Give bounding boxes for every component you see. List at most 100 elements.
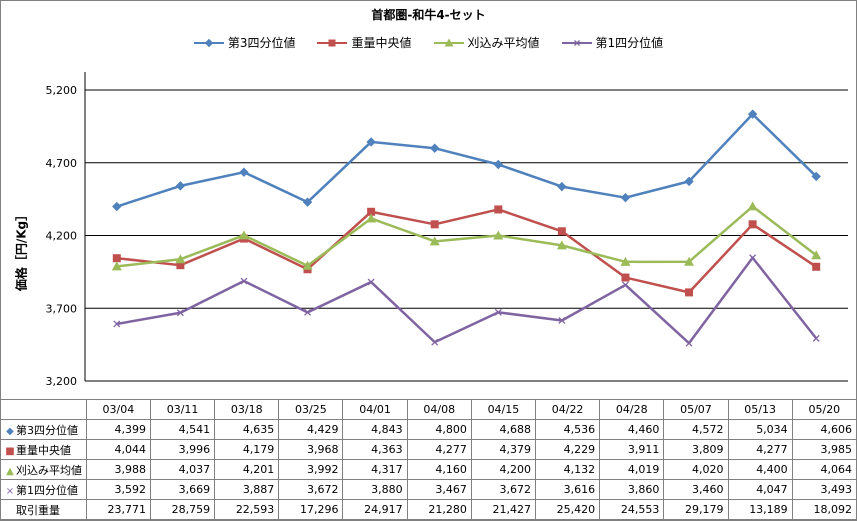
data-label: 3,968 <box>278 439 344 460</box>
data-point <box>367 207 376 216</box>
data-label: 4,606 <box>791 419 857 440</box>
x-tick-label: 04/01 <box>342 399 408 420</box>
data-label: 3,911 <box>599 439 665 460</box>
data-point <box>812 334 820 342</box>
series-3 <box>111 201 822 271</box>
data-point <box>685 288 694 297</box>
data-label: 29,179 <box>663 499 729 520</box>
data-point <box>366 213 377 223</box>
legend-label: 第3四分位値 <box>227 36 296 50</box>
data-point <box>240 277 248 285</box>
x-tick-label: 05/07 <box>663 399 729 420</box>
y-tick-label: 4,200 <box>46 230 78 243</box>
row-label: ▲ 刈込み平均値 <box>0 459 87 480</box>
data-label: 3,467 <box>406 479 472 500</box>
legend-swatch <box>193 38 224 47</box>
data-label: 4,019 <box>599 459 665 480</box>
data-label: 3,992 <box>278 459 344 480</box>
data-point <box>748 220 757 229</box>
data-label: 3,996 <box>149 439 216 460</box>
legend-label: 第1四分位値 <box>595 36 664 50</box>
data-point <box>429 236 440 246</box>
row-marker-icon: × <box>5 485 15 497</box>
data-label: 4,037 <box>149 459 216 480</box>
data-label: 3,672 <box>278 479 344 500</box>
series-line <box>116 256 818 345</box>
row-label-text: 取引重量 <box>16 503 60 517</box>
data-point <box>494 205 503 214</box>
data-point <box>684 256 695 266</box>
legend-swatch <box>561 39 592 46</box>
legend-item: 重量中央値 <box>317 34 412 51</box>
legend: 第3四分位値 重量中央値 刈込み平均値 第1四分位値 <box>0 34 857 51</box>
data-point <box>430 220 439 229</box>
data-label: 3,616 <box>534 479 601 500</box>
data-label: 25,420 <box>534 499 601 520</box>
data-point <box>430 143 440 153</box>
data-point <box>621 273 630 282</box>
data-label: 3,809 <box>663 439 729 460</box>
y-tick-label: 3,200 <box>46 375 78 388</box>
row-label: ◆ 第3四分位値 <box>0 419 87 440</box>
table-row: ■重量中央値 4,044 3,996 4,179 3,968 4,363 4,277 4,37… <box>0 439 857 460</box>
data-label: 3,860 <box>599 479 665 500</box>
data-label: 3,887 <box>214 479 280 500</box>
data-label: 4,064 <box>791 459 857 480</box>
table-row: ◆ 第3四分位値 4,399 4,541 4,635 4,429 4,843 4,800 4,6… <box>0 419 857 440</box>
row-label-text: 刈込み平均値 <box>16 463 82 477</box>
data-label: 4,536 <box>534 419 601 440</box>
data-label: 4,800 <box>406 419 472 440</box>
data-label: 4,179 <box>214 439 280 460</box>
data-label: 4,541 <box>149 419 216 440</box>
data-point <box>494 308 502 316</box>
row-label-text: 第1四分位値 <box>16 483 78 497</box>
row-label: ■重量中央値 <box>0 439 87 460</box>
x-tick-label: 03/18 <box>214 399 280 420</box>
data-point <box>238 230 249 240</box>
data-point <box>620 192 631 203</box>
data-label: 5,034 <box>727 419 793 440</box>
y-tick-label: 5,200 <box>46 84 78 97</box>
data-point <box>175 181 186 191</box>
data-label: 4,317 <box>342 459 408 480</box>
series-line <box>116 205 817 268</box>
data-label: 4,277 <box>727 439 793 460</box>
table-header-row: 03/04 03/11 03/18 03/25 04/01 04/08 04/15 04/22… <box>0 399 857 420</box>
row-marker-icon: ◆ <box>6 425 14 437</box>
data-point <box>302 260 313 270</box>
data-label: 3,985 <box>791 439 857 460</box>
data-label: 4,379 <box>470 439 537 460</box>
x-tick-label: 05/13 <box>727 399 793 420</box>
data-point <box>749 254 757 262</box>
legend-marker <box>444 38 453 46</box>
row-marker-icon: ■ <box>5 445 15 457</box>
row-label-text: 重量中央値 <box>16 443 71 457</box>
data-label: 18,092 <box>791 499 857 520</box>
x-tick-label: 04/22 <box>534 399 601 420</box>
data-point <box>747 201 758 211</box>
row-label-text: 第3四分位値 <box>16 423 78 437</box>
data-point <box>557 181 567 192</box>
data-point <box>112 254 121 263</box>
data-point <box>620 256 631 266</box>
data-label: 4,399 <box>85 419 151 440</box>
data-label: 3,672 <box>470 479 537 500</box>
series-2 <box>112 205 821 297</box>
legend-marker <box>573 39 580 46</box>
data-point <box>557 227 566 236</box>
x-tick-label: 03/11 <box>149 399 216 420</box>
data-point <box>685 339 693 347</box>
legend-label: 刈込み平均値 <box>467 36 540 50</box>
data-point <box>112 201 122 212</box>
data-point <box>111 261 122 271</box>
data-label: 3,880 <box>342 479 408 500</box>
row-marker-icon: ▲ <box>6 465 14 477</box>
data-label: 4,572 <box>663 419 729 440</box>
data-label: 3,493 <box>791 479 857 500</box>
legend-item: 刈込み平均値 <box>433 34 540 51</box>
x-tick-label: 03/25 <box>278 399 344 420</box>
data-label: 4,460 <box>599 419 665 440</box>
data-label: 4,201 <box>214 459 280 480</box>
data-table: 03/04 03/11 03/18 03/25 04/01 04/08 04/15 04/22… <box>0 399 857 520</box>
data-point <box>812 262 821 271</box>
